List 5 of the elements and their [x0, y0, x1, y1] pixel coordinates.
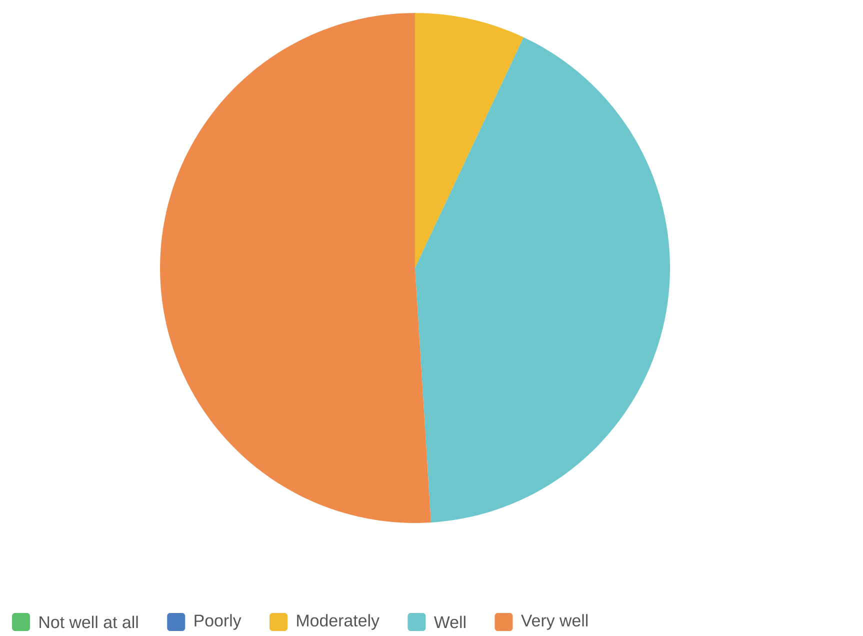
legend-label: Very well	[521, 614, 588, 630]
legend-label: Poorly	[194, 614, 242, 630]
legend-label: Well	[434, 616, 466, 628]
legend-label: Not well at all	[40, 616, 138, 628]
legend-label: Moderately	[297, 614, 380, 630]
